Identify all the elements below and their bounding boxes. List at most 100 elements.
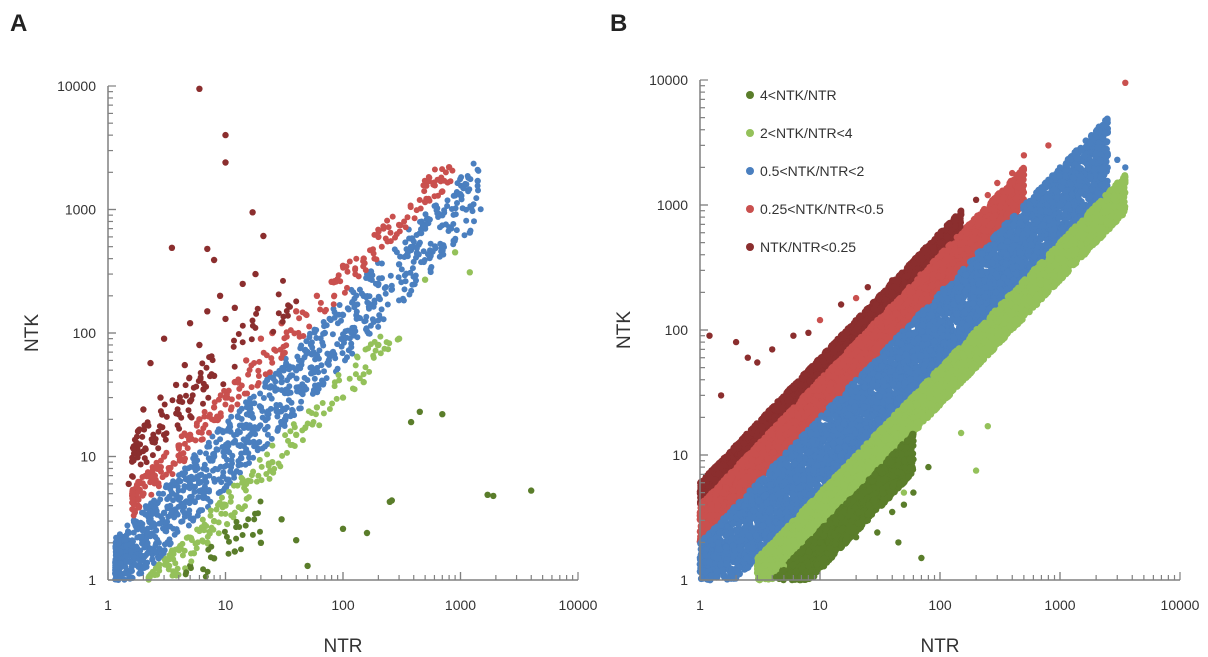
data-point xyxy=(183,392,189,399)
data-point xyxy=(200,380,207,387)
data-series xyxy=(182,498,264,580)
data-point xyxy=(167,523,174,530)
data-point xyxy=(296,315,303,322)
data-point xyxy=(930,247,938,255)
scatter-chart-b: 1 10 100 1000 10000110100100010000NTRNTK4<NT… xyxy=(614,72,1200,657)
data-point xyxy=(155,445,162,452)
data-point xyxy=(215,519,222,526)
data-point xyxy=(209,357,216,364)
data-point xyxy=(336,302,343,308)
data-point xyxy=(283,342,290,349)
data-point xyxy=(274,386,281,393)
data-point xyxy=(350,289,357,296)
data-point xyxy=(372,280,379,287)
data-point xyxy=(403,270,410,277)
data-point xyxy=(435,192,441,199)
data-point xyxy=(170,497,176,504)
data-point xyxy=(287,428,294,435)
data-point xyxy=(258,463,265,470)
data-point xyxy=(210,526,217,533)
data-point xyxy=(449,167,456,174)
data-point xyxy=(172,381,180,389)
data-point xyxy=(124,522,131,529)
data-point xyxy=(402,224,409,231)
x-tick-label: 10 xyxy=(218,597,234,613)
data-point xyxy=(224,456,230,463)
data-point xyxy=(467,227,474,234)
data-point xyxy=(130,446,137,453)
data-point xyxy=(378,260,385,267)
data-point xyxy=(425,195,432,202)
data-point xyxy=(228,413,235,420)
data-point xyxy=(196,487,203,494)
data-point xyxy=(453,227,460,234)
y-tick-label: 10000 xyxy=(57,78,96,94)
data-point xyxy=(249,322,256,329)
data-point xyxy=(144,530,151,537)
data-point xyxy=(412,272,419,279)
data-point xyxy=(149,452,156,459)
data-point xyxy=(310,419,317,425)
data-point xyxy=(222,501,229,508)
data-point xyxy=(125,480,132,488)
data-point xyxy=(306,334,313,341)
data-point xyxy=(381,345,388,352)
data-point xyxy=(204,495,211,502)
data-point xyxy=(241,390,248,397)
data-point xyxy=(343,263,350,270)
data-point xyxy=(394,336,401,343)
data-point xyxy=(193,420,200,427)
data-point xyxy=(345,306,352,313)
data-point xyxy=(353,312,360,319)
data-point xyxy=(173,572,180,579)
data-point xyxy=(371,255,378,262)
data-point xyxy=(245,494,252,501)
data-point xyxy=(233,431,240,438)
data-point xyxy=(375,293,382,300)
data-point xyxy=(807,367,814,375)
data-point xyxy=(225,425,232,432)
data-point xyxy=(432,245,439,252)
data-point xyxy=(160,490,167,497)
data-point xyxy=(360,258,367,265)
data-point xyxy=(293,537,300,544)
data-point xyxy=(352,265,359,272)
data-point xyxy=(239,339,246,346)
data-point xyxy=(339,525,347,532)
data-point xyxy=(363,325,370,332)
data-point xyxy=(319,400,326,406)
data-point xyxy=(371,297,378,304)
data-point xyxy=(330,305,337,312)
data-point xyxy=(466,269,473,276)
data-point xyxy=(230,343,237,350)
data-point xyxy=(200,425,207,432)
data-point xyxy=(216,292,224,299)
data-point xyxy=(374,342,381,349)
data-point xyxy=(165,566,172,573)
data-point xyxy=(227,406,234,413)
data-point xyxy=(201,408,208,415)
data-point xyxy=(197,369,204,376)
data-point xyxy=(245,477,252,484)
data-point xyxy=(231,363,238,370)
data-point xyxy=(191,499,198,506)
data-point xyxy=(387,229,394,236)
data-point xyxy=(340,331,346,338)
data-point xyxy=(180,450,187,457)
data-point xyxy=(219,494,225,501)
data-point xyxy=(184,445,191,452)
data-point xyxy=(475,187,481,194)
panel-label-b: B xyxy=(610,10,628,37)
data-point xyxy=(286,383,293,390)
data-point xyxy=(206,429,212,436)
data-point xyxy=(375,228,382,235)
data-point xyxy=(204,308,211,315)
data-point xyxy=(204,245,211,253)
data-point xyxy=(293,431,300,438)
data-point xyxy=(254,447,261,454)
data-point xyxy=(155,539,162,546)
data-point xyxy=(389,213,396,220)
data-point xyxy=(744,434,751,441)
data-point xyxy=(179,552,186,559)
data-point xyxy=(320,410,327,417)
